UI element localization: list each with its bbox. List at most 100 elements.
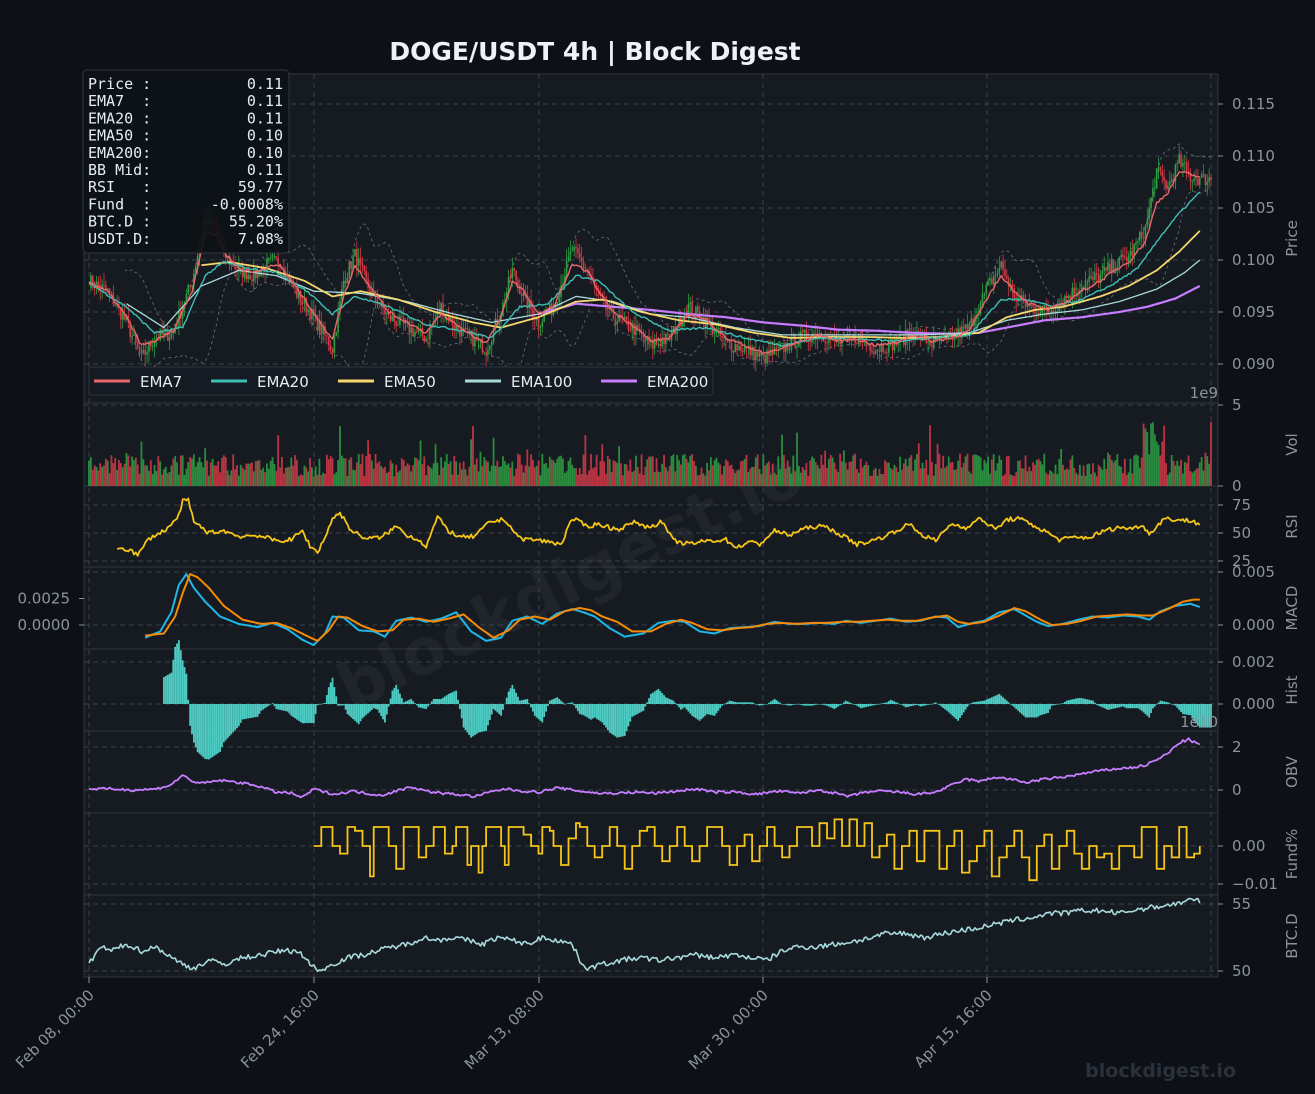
volume-bar (344, 458, 347, 486)
hist-bar (168, 673, 171, 704)
volume-bar (189, 456, 192, 486)
volume-bar (1049, 470, 1051, 486)
hist-bar (391, 690, 394, 704)
hist-bar (438, 698, 441, 704)
hist-bar (610, 704, 613, 734)
hist-bar (998, 693, 1001, 704)
hist-bar (1028, 704, 1031, 718)
volume-bar (97, 470, 100, 486)
hist-bar (436, 698, 439, 704)
volume-bar (498, 467, 501, 486)
candle-body (1206, 181, 1209, 185)
candle-body (897, 342, 899, 345)
hist-bar (942, 704, 945, 708)
candle-body (612, 307, 615, 320)
volume-bar (816, 465, 819, 486)
candle-body (728, 340, 731, 343)
volume-bar (850, 461, 853, 486)
candle-body (929, 341, 931, 346)
y-tick-label: 0.115 (1232, 95, 1275, 113)
hist-bar (994, 695, 997, 704)
candle-body (792, 335, 795, 337)
volume-bar (640, 454, 643, 486)
hist-bar (507, 691, 510, 704)
candle-body (449, 316, 452, 322)
volume-bar (339, 426, 341, 486)
candle-body (940, 335, 943, 342)
volume-bar (348, 459, 351, 486)
hist-bar (421, 704, 424, 709)
volume-bar (856, 468, 858, 486)
candle-body (1198, 177, 1201, 186)
volume-bar (410, 471, 413, 486)
hist-bar (916, 704, 918, 705)
hist-bar (856, 704, 858, 706)
candle-body (253, 268, 255, 282)
volume-bar (1078, 464, 1081, 486)
hist-bar (923, 704, 926, 706)
volume-bar (588, 470, 591, 486)
hist-bar (625, 704, 628, 732)
hist-bar (408, 699, 411, 704)
volume-bar (1144, 428, 1147, 486)
volume-bar (466, 475, 469, 486)
hist-bar (719, 704, 722, 709)
hist-bar (786, 704, 789, 706)
hist-bar (170, 672, 173, 704)
hist-bar (535, 704, 538, 718)
volume-bar (777, 456, 780, 486)
volume-bar (917, 443, 920, 486)
hist-bar (560, 700, 562, 704)
volume-bar (337, 460, 340, 486)
hist-bar (878, 704, 881, 705)
hist-bar (1073, 698, 1076, 704)
hist-bar (696, 704, 699, 720)
hist-bar (865, 704, 868, 707)
hist-bar (488, 704, 491, 720)
volume-bar (129, 466, 132, 486)
volume-bar (1112, 462, 1115, 486)
candle-body (457, 325, 459, 330)
hist-bar (706, 704, 709, 715)
candle-body (243, 267, 246, 278)
volume-bar (663, 454, 665, 486)
volume-bar (575, 468, 577, 486)
info-value: 0.11 (247, 161, 283, 179)
candle-body (339, 300, 341, 311)
volume-bar (591, 468, 594, 486)
volume-bar (683, 454, 686, 486)
candle-body (696, 306, 699, 312)
candle-body (459, 329, 461, 337)
volume-bar (166, 473, 169, 486)
candle-body (1071, 287, 1074, 300)
hist-bar (678, 704, 680, 708)
candle-body (655, 341, 658, 345)
volume-bar (106, 460, 109, 486)
hist-bar (320, 704, 323, 705)
y-tick-label: 0 (1232, 477, 1242, 495)
hist-bar (262, 704, 265, 710)
candle-body (1026, 304, 1029, 307)
candle-body (1032, 305, 1034, 307)
hist-bar (947, 704, 950, 713)
candle-body (1204, 173, 1207, 185)
candle-body (397, 325, 399, 326)
volume-bar (1125, 474, 1128, 486)
candle-body (1047, 309, 1049, 314)
volume-bar (149, 460, 152, 486)
volume-bar (1110, 459, 1113, 486)
candle-body (1039, 312, 1042, 315)
hist-bar (595, 704, 598, 719)
hist-bar (206, 704, 208, 760)
hist-bar (726, 701, 729, 704)
volume-bar (187, 462, 190, 486)
hist-bar (517, 696, 519, 704)
hist-bar (659, 690, 662, 704)
hist-bar (245, 704, 248, 719)
volume-bar (134, 457, 137, 486)
candle-body (1131, 250, 1134, 257)
hist-bar (1120, 704, 1122, 707)
candle-body (1187, 170, 1190, 173)
volume-bar (614, 461, 617, 486)
volume-bar (642, 474, 645, 486)
